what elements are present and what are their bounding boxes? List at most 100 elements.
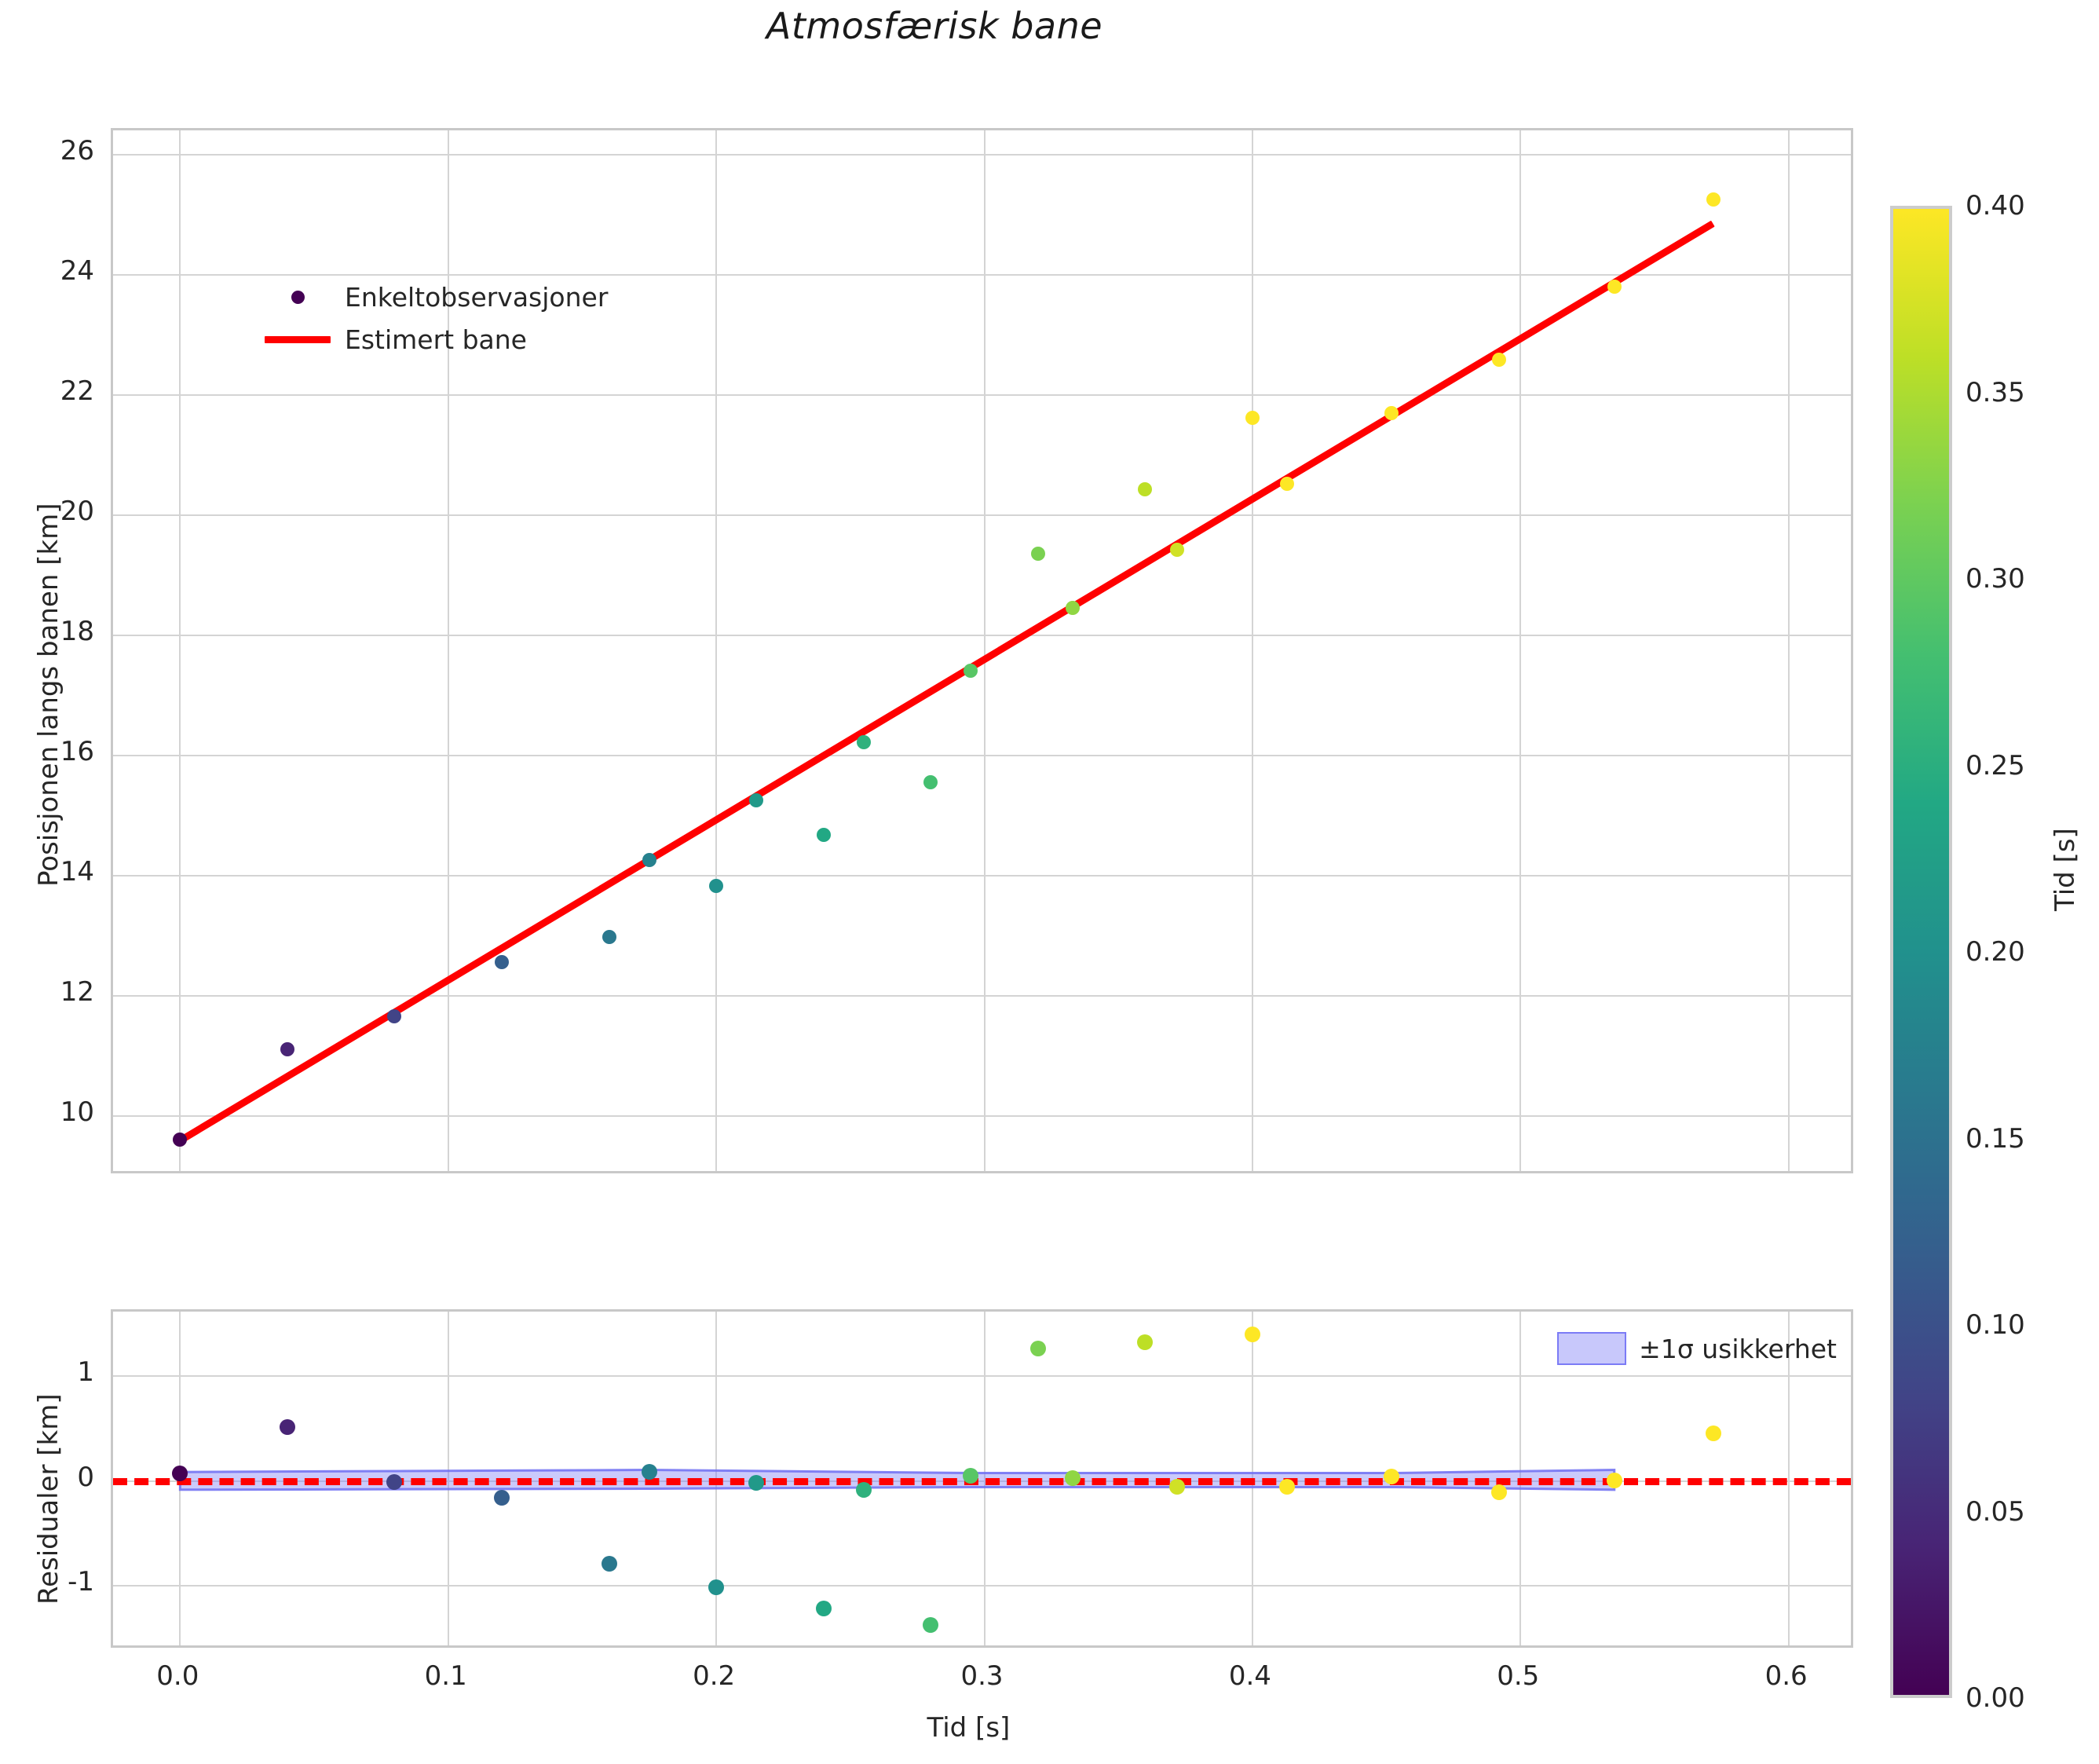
scatter-point: [1066, 601, 1081, 616]
scatter-point: [387, 1009, 402, 1024]
scatter-point: [280, 1042, 294, 1057]
scatter-point: [602, 929, 616, 944]
residual-plot-axes: ±1σ usikkerhet: [111, 1309, 1853, 1648]
y-tick-label-residual: 1: [77, 1356, 94, 1389]
colorbar-tick-label: 0.35: [1966, 376, 2025, 408]
residual-point: [1244, 1327, 1260, 1343]
residual-point: [1029, 1340, 1046, 1356]
scatter-point: [1138, 481, 1153, 496]
legend-label-observations: Enkeltobservasjoner: [345, 281, 609, 313]
legend-item-uncertainty: ±1σ usikkerhet: [1545, 1327, 1837, 1370]
scatter-point: [749, 792, 764, 807]
scatter-point: [1280, 476, 1295, 491]
x-tick-label: 0.5: [1497, 1660, 1540, 1692]
legend-item-observations: Enkeltobservasjoner: [250, 276, 608, 318]
colorbar-tick-label: 0.10: [1966, 1309, 2025, 1341]
residual-point: [172, 1465, 188, 1481]
y-axis-title-main: Posisjonen langs banen [km]: [33, 502, 64, 887]
band-swatch-icon: [1545, 1332, 1639, 1365]
residual-point: [963, 1467, 979, 1484]
gridline-vertical: [983, 130, 986, 1171]
gridline-horizontal: [113, 634, 1851, 636]
y-tick-label-main: 10: [60, 1096, 94, 1128]
scatter-point: [923, 774, 938, 789]
gridline-vertical: [1251, 130, 1253, 1171]
y-tick-label-main: 22: [60, 375, 94, 407]
residual-point: [494, 1489, 510, 1506]
y-tick-label-main: 26: [60, 134, 94, 167]
line-swatch-icon: [250, 335, 345, 343]
y-tick-label-main: 14: [60, 855, 94, 887]
colorbar: [1890, 206, 1952, 1698]
x-axis-title: Tid [s]: [927, 1712, 1011, 1744]
colorbar-title: Tid [s]: [2050, 828, 2081, 911]
x-tick-label: 0.6: [1764, 1660, 1808, 1692]
x-tick-label: 0.1: [424, 1660, 467, 1692]
x-tick-label: 0.2: [693, 1660, 736, 1692]
residual-point: [1706, 1425, 1722, 1441]
colorbar-tick-label: 0.00: [1966, 1682, 2025, 1714]
residual-point: [923, 1617, 939, 1634]
gridline-horizontal: [113, 1584, 1851, 1587]
y-tick-label-residual: -1: [68, 1565, 94, 1597]
gridline-horizontal: [113, 514, 1851, 516]
residual-point: [1606, 1472, 1622, 1488]
gridline-horizontal: [113, 1375, 1851, 1378]
gridline-vertical: [179, 130, 181, 1171]
scatter-point: [642, 853, 656, 868]
colorbar-frame: [1890, 206, 1952, 1698]
gridline-horizontal: [113, 874, 1851, 877]
gridline-vertical: [715, 130, 718, 1171]
y-tick-label-main: 16: [60, 735, 94, 767]
scatter-point: [964, 664, 978, 679]
y-tick-label-main: 20: [60, 495, 94, 527]
colorbar-tick-label: 0.25: [1966, 749, 2025, 781]
y-tick-label-residual: 0: [77, 1461, 94, 1493]
gridline-vertical: [447, 130, 449, 1171]
scatter-point: [816, 827, 831, 842]
residual-point: [748, 1475, 765, 1491]
y-axis-title-residual: Residualer [km]: [33, 1393, 64, 1605]
residual-plot-area: [113, 1312, 1851, 1645]
colorbar-tick-label: 0.20: [1966, 936, 2025, 968]
scatter-point: [1607, 279, 1622, 294]
colorbar-tick-label: 0.15: [1966, 1122, 2025, 1155]
scatter-point: [1491, 353, 1506, 368]
scatter-point: [495, 955, 509, 970]
gridline-vertical: [1519, 130, 1522, 1171]
x-tick-label: 0.4: [1228, 1660, 1271, 1692]
gridline-horizontal: [113, 273, 1851, 276]
scatter-point: [709, 878, 724, 893]
y-tick-label-main: 18: [60, 615, 94, 647]
colorbar-tick-label: 0.30: [1966, 563, 2025, 595]
x-tick-label: 0.0: [156, 1660, 199, 1692]
y-tick-label-main: 12: [60, 975, 94, 1008]
gridline-horizontal: [113, 754, 1851, 756]
residual-legend: ±1σ usikkerhet: [1545, 1327, 1837, 1370]
scatter-point: [1170, 542, 1185, 557]
residual-point: [1384, 1468, 1400, 1484]
gridline-horizontal: [113, 1114, 1851, 1117]
gridline-horizontal: [113, 994, 1851, 997]
main-plot-axes: Enkeltobservasjoner Estimert bane: [111, 128, 1853, 1173]
scatter-point: [1245, 410, 1260, 425]
gridline-horizontal: [113, 393, 1851, 396]
legend-item-fit: Estimert bane: [250, 318, 608, 360]
scatter-point: [1030, 547, 1045, 562]
scatter-point: [1384, 405, 1399, 420]
residual-point: [1169, 1479, 1186, 1495]
residual-point: [279, 1418, 295, 1435]
y-tick-label-main: 24: [60, 254, 94, 287]
residual-zero-line: [113, 1477, 1851, 1485]
residual-point: [1137, 1334, 1154, 1350]
residual-point: [1065, 1470, 1081, 1487]
x-tick-label: 0.3: [960, 1660, 1004, 1692]
residual-point: [386, 1473, 403, 1490]
scatter-point: [173, 1133, 188, 1147]
residual-point: [1279, 1478, 1296, 1495]
colorbar-tick-label: 0.05: [1966, 1495, 2025, 1528]
legend-label-fit: Estimert bane: [345, 324, 527, 355]
main-legend: Enkeltobservasjoner Estimert bane: [250, 276, 608, 360]
main-plot-area: [113, 130, 1851, 1171]
